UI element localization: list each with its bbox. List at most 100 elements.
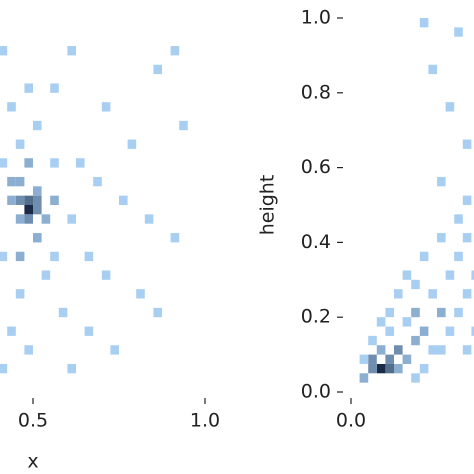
heat-cell: [402, 354, 412, 364]
heat-cell: [462, 345, 472, 355]
heat-cell: [368, 354, 377, 364]
heat-cell: [437, 307, 446, 318]
heat-cell: [179, 120, 188, 131]
heat-cell: [419, 326, 429, 336]
heat-cell: [394, 363, 403, 374]
heat-cell: [50, 251, 59, 262]
heat-cell: [402, 317, 412, 327]
heat-cell: [7, 176, 16, 187]
heat-cell: [76, 158, 85, 168]
heat-cell: [67, 214, 76, 224]
heat-cell: [144, 214, 154, 224]
heat-cell: [170, 233, 180, 243]
heat-cell: [41, 214, 51, 224]
heat-cell: [33, 233, 42, 243]
heat-cell: [50, 195, 59, 205]
heat-cell: [411, 279, 420, 290]
heat-cell: [0, 158, 8, 168]
heat-cell: [24, 205, 33, 215]
heat-cell: [67, 363, 76, 374]
heat-cell: [454, 27, 463, 37]
heat-cell: [7, 326, 16, 336]
heat-cell: [15, 195, 25, 205]
heat-cell: [437, 176, 446, 187]
heat-cell: [110, 345, 119, 355]
y-tick-label: 1.0: [301, 7, 331, 29]
heat-cell: [462, 289, 472, 299]
heat-cell: [84, 326, 94, 336]
heat-cell: [428, 345, 437, 355]
heat-cell: [33, 120, 42, 131]
heat-cell: [385, 326, 394, 336]
heat-cell: [462, 139, 472, 149]
x-tick-label: 1.0: [190, 410, 220, 432]
heat-cell: [93, 176, 102, 187]
x-axis-label: x: [27, 451, 38, 473]
heat-cell: [24, 195, 33, 205]
heat-cell: [419, 18, 429, 28]
heat-cell: [50, 83, 59, 93]
heat-cell: [385, 354, 394, 364]
heat-cell: [41, 270, 51, 280]
y-tick-label: 0.8: [301, 81, 331, 103]
heat-cell: [359, 373, 369, 383]
x-tick-label: 0.5: [18, 410, 48, 432]
heat-cell: [0, 363, 8, 374]
y-tick-label: 0.2: [301, 306, 331, 328]
heat-cell: [419, 363, 429, 374]
y-axis-label: height: [257, 175, 279, 236]
heat-cell: [368, 363, 377, 374]
heat-cell: [428, 289, 437, 299]
y-tick-label: 0.0: [301, 381, 331, 403]
heat-cell: [462, 195, 472, 205]
heat-cell: [385, 307, 394, 318]
heat-cell: [471, 326, 474, 336]
heat-cell: [0, 251, 8, 262]
heat-cell: [15, 214, 25, 224]
heat-cell: [402, 270, 412, 280]
heat-cell: [24, 158, 33, 168]
heat-cell: [127, 139, 137, 149]
y-tick-label: 0.4: [301, 231, 331, 253]
heat-cell: [84, 251, 94, 262]
heat-cell: [136, 289, 145, 299]
heat-cell: [454, 214, 463, 224]
heat-cell: [58, 307, 68, 318]
heat-cell: [454, 251, 463, 262]
heat-cell: [24, 345, 33, 355]
heat-cell: [33, 195, 42, 205]
heat-cell: [368, 335, 377, 346]
heat-cell: [101, 270, 111, 280]
heat-cell: [7, 195, 16, 205]
heat-cell: [15, 251, 25, 262]
heat-cell: [394, 289, 403, 299]
heat-cell: [7, 102, 16, 112]
heat-cell: [24, 214, 33, 224]
heat-cell: [119, 195, 128, 205]
heat-cell: [376, 363, 386, 374]
heat-cell: [170, 46, 180, 56]
heat-cell: [462, 233, 472, 243]
heat-cell: [411, 335, 420, 346]
heat-cell: [33, 205, 42, 215]
heat-cell: [359, 354, 369, 364]
heat-cell: [15, 289, 25, 299]
heat-cell: [15, 139, 25, 149]
heat-cell: [471, 270, 474, 280]
heat-cell: [24, 83, 33, 93]
heat-cell: [376, 345, 386, 355]
heat-cell: [445, 270, 455, 280]
heat-cell: [437, 345, 446, 355]
heat-cell: [445, 102, 455, 112]
heat-cell: [33, 186, 42, 196]
heat-cell: [101, 102, 111, 112]
heat-cell: [15, 176, 25, 187]
heat-cell: [67, 46, 76, 56]
heat-cell: [153, 64, 162, 75]
heat-cell: [419, 251, 429, 262]
heat-cell: [411, 307, 420, 318]
heat-cell: [153, 307, 162, 318]
heat-cell: [428, 64, 437, 75]
x-tick-label: 0.0: [336, 410, 366, 432]
